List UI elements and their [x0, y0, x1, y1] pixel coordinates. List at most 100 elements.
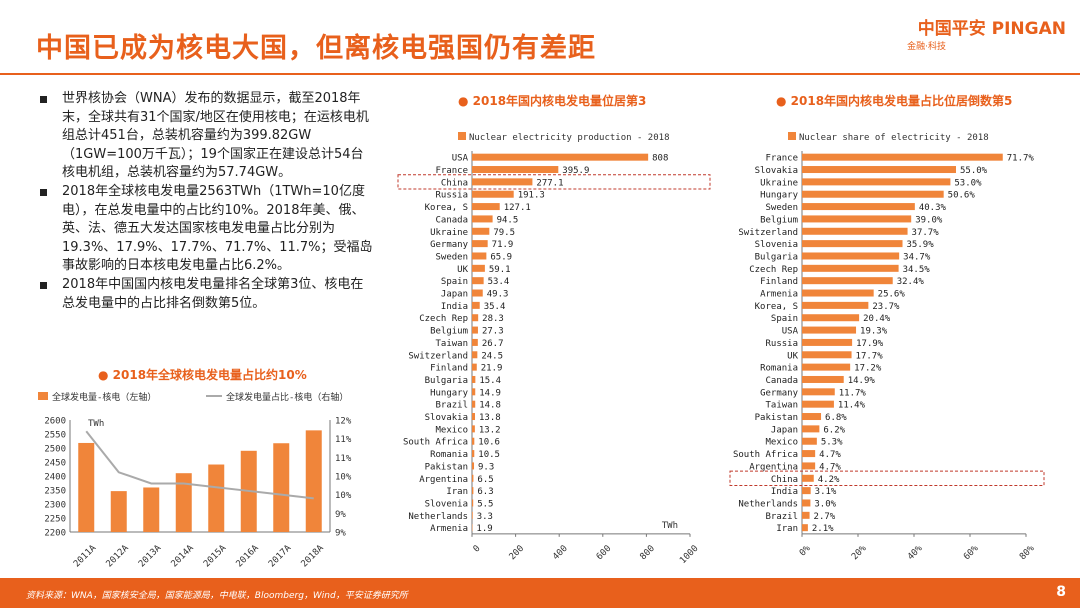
y-tick-left: 2400	[44, 473, 66, 483]
bar	[472, 511, 473, 519]
bar	[802, 450, 816, 458]
data-label: 53.4	[488, 277, 510, 287]
bar	[472, 301, 480, 309]
category-label: Hungary	[430, 388, 469, 398]
category-label: Sweden	[435, 252, 468, 262]
bar	[305, 430, 322, 532]
bullet-list: 世界核协会（WNA）发布的数据显示，截至2018年末，全球共有31个国家/地区在…	[38, 90, 374, 313]
category-label: Taiwan	[435, 339, 468, 349]
bar	[802, 400, 834, 408]
category-label: Netherlands	[408, 512, 468, 522]
bar	[802, 301, 869, 309]
category-label: Pakistan	[425, 462, 468, 472]
data-label: 3.1%	[815, 487, 837, 497]
category-label: Armenia	[760, 290, 798, 300]
category-label: Hungary	[760, 191, 799, 201]
bar	[802, 240, 903, 248]
data-label: 277.1	[536, 178, 563, 188]
bar	[802, 487, 811, 495]
page-title: 中国已成为核电大国，但离核电强国仍有差距	[36, 33, 596, 64]
bar	[472, 289, 483, 297]
category-label: Switzerland	[408, 351, 468, 361]
data-label: 17.2%	[854, 364, 882, 374]
category-label: Slovenia	[425, 499, 468, 509]
chart2-title-text: 2018年国内核电发电量位居第3	[472, 94, 647, 108]
bar	[802, 215, 912, 223]
chart3-title: ● 2018年国内核电发电量占比位居倒数第5	[776, 94, 1013, 108]
category-label: South Africa	[403, 438, 468, 448]
category-label: China	[441, 178, 468, 188]
data-label: 15.4	[479, 376, 501, 386]
category-label: France	[765, 154, 798, 164]
data-label: 14.8	[479, 401, 501, 411]
bar	[802, 351, 852, 359]
bar	[802, 227, 908, 235]
bar	[472, 240, 488, 248]
category-label: Argentina	[749, 462, 798, 472]
share-line	[85, 430, 314, 500]
bar	[802, 437, 817, 445]
data-label: 9.3	[478, 462, 494, 472]
data-label: 3.3	[477, 512, 493, 522]
data-label: 808	[652, 154, 668, 164]
category-label: Japan	[441, 290, 468, 300]
category-label: Canada	[435, 215, 468, 225]
data-label: 191.3	[518, 191, 545, 201]
data-label: 27.3	[482, 327, 504, 337]
category-label: Russia	[435, 191, 468, 201]
x-tick-label: 0%	[798, 543, 813, 558]
bar	[802, 178, 951, 186]
data-label: 127.1	[504, 203, 531, 213]
data-label: 49.3	[487, 290, 509, 300]
bullet-text: 世界核协会（WNA）发布的数据显示，截至2018年末，全球共有31个国家/地区在…	[62, 91, 369, 181]
bar	[802, 153, 1003, 161]
bar	[802, 252, 900, 260]
category-label: Romania	[430, 450, 468, 460]
data-label: 59.1	[489, 265, 511, 275]
data-label: 11.7%	[839, 388, 867, 398]
chart2-title: ● 2018年国内核电发电量位居第3	[458, 94, 647, 108]
y-tick-right: 11%	[335, 454, 352, 464]
category-label: Pakistan	[755, 413, 798, 423]
data-label: 79.5	[493, 228, 515, 238]
data-label: 395.9	[562, 166, 589, 176]
x-tick-label: 2017A	[267, 543, 294, 570]
bar	[143, 487, 160, 532]
x-tick-label: 2018A	[300, 543, 327, 570]
bar	[472, 178, 533, 186]
chart1-title-text: 2018年全球核电发电量占比约10%	[112, 368, 307, 382]
y-tick-right: 12%	[335, 417, 352, 427]
bar	[802, 277, 893, 285]
category-label: Brazil	[435, 401, 468, 411]
data-label: 11.4%	[838, 401, 866, 411]
data-label: 14.9	[479, 388, 501, 398]
category-label: Armenia	[430, 524, 468, 534]
chart1-title: ● 2018年全球核电发电量占比约10%	[98, 368, 307, 382]
bar	[472, 375, 476, 383]
data-label: 53.0%	[954, 178, 982, 188]
y-tick-left: 2500	[44, 445, 66, 455]
chart3-share: Nuclear share of electricity - 2018 Franc…	[729, 132, 1045, 562]
x-tick-label: 200	[508, 544, 527, 563]
data-label: 34.7%	[903, 252, 931, 262]
bar	[802, 166, 956, 174]
category-label: Mexico	[765, 438, 798, 448]
bar	[802, 375, 844, 383]
category-label: Canada	[765, 376, 798, 386]
x-tick-label: 2012A	[105, 543, 132, 570]
bar	[802, 190, 944, 198]
highlight-box	[729, 470, 1045, 486]
x-tick-label: 1000	[678, 544, 700, 566]
data-label: 24.5	[481, 351, 503, 361]
data-label: 35.4	[484, 302, 506, 312]
bar	[802, 338, 853, 346]
data-label: 71.9	[492, 240, 514, 250]
data-label: 40.3%	[919, 203, 947, 213]
bar	[802, 326, 857, 334]
bar	[802, 388, 835, 396]
bar	[472, 227, 490, 235]
header-divider	[0, 73, 1080, 75]
category-label: Mexico	[435, 425, 468, 435]
bar	[472, 499, 474, 507]
chart3-title-text: 2018年国内核电发电量占比位居倒数第5	[790, 94, 1013, 108]
